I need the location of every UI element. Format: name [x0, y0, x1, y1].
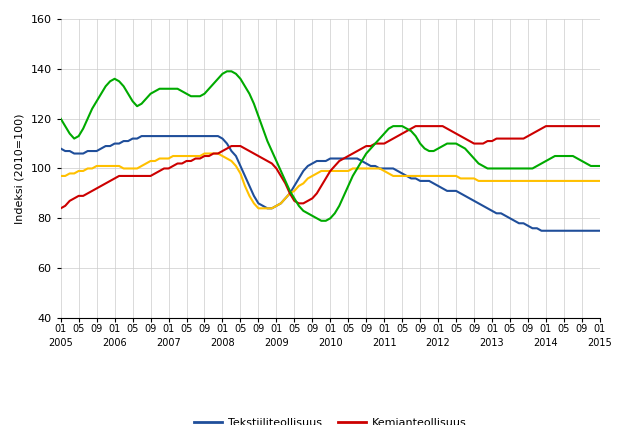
Text: 2009: 2009 — [264, 337, 289, 348]
Text: 2012: 2012 — [426, 337, 450, 348]
Text: 2007: 2007 — [156, 337, 181, 348]
Text: 2010: 2010 — [318, 337, 343, 348]
Text: 2006: 2006 — [102, 337, 127, 348]
Y-axis label: Indeksi (2010=100): Indeksi (2010=100) — [15, 113, 25, 224]
Text: 2008: 2008 — [210, 337, 235, 348]
Text: 2014: 2014 — [533, 337, 558, 348]
Text: 2005: 2005 — [48, 337, 73, 348]
Text: 2013: 2013 — [480, 337, 504, 348]
Text: 2011: 2011 — [372, 337, 397, 348]
Legend: Tekstiiliteollisuus, Paperiteollisuus, Kemianteollisuus, Metalliteollisuus: Tekstiiliteollisuus, Paperiteollisuus, K… — [190, 413, 471, 425]
Text: 2015: 2015 — [587, 337, 612, 348]
